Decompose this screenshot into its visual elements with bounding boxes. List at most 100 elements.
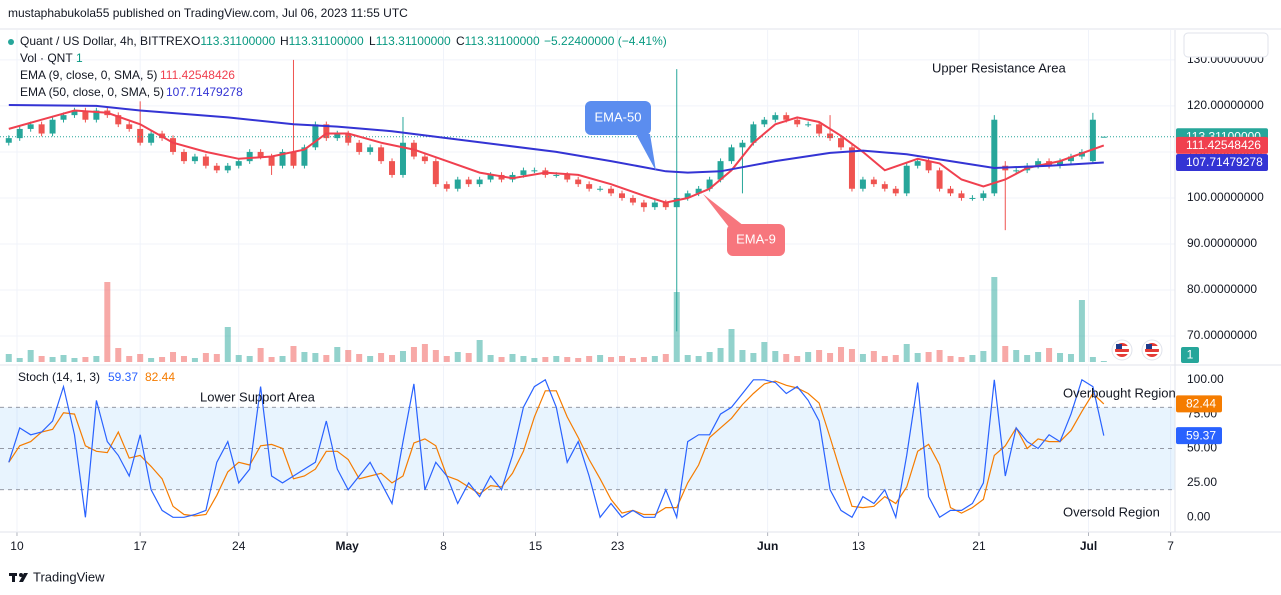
candle-body	[170, 138, 177, 152]
y-tick-label: 80.00000000	[1187, 282, 1257, 296]
flag-canton	[1146, 344, 1152, 349]
volume-bar	[925, 352, 932, 362]
candle-body	[235, 161, 242, 166]
symbol-title: Quant / US Dollar, 4h, BITTREX	[20, 34, 191, 48]
legend-ema50: EMA (50, close, 0, SMA, 5)	[20, 85, 164, 99]
candle-body	[323, 124, 330, 139]
y-tick-label: 70.00000000	[1187, 328, 1257, 342]
volume-bar	[1013, 350, 1020, 362]
candle-body	[827, 133, 834, 139]
price-box	[1176, 427, 1222, 445]
candle-body	[728, 147, 735, 162]
volume-bar	[345, 350, 352, 362]
candle-body	[673, 197, 680, 208]
lines	[0, 104, 1175, 520]
volume-bar	[82, 357, 89, 362]
x-tick-label: 23	[611, 539, 625, 553]
candle-body	[345, 133, 352, 143]
candle-body	[389, 161, 396, 175]
candle-body	[399, 142, 406, 175]
volume-bar	[848, 349, 855, 362]
candle-body	[71, 110, 78, 116]
volume-bar	[104, 282, 111, 362]
ohlc: C113.31100000	[456, 34, 540, 48]
candle-body	[531, 170, 538, 172]
volume-bar	[969, 355, 976, 362]
candle-body	[257, 151, 264, 157]
volume-bar	[728, 329, 735, 362]
candle-body	[870, 179, 877, 185]
published: mustaphabukola55 published on TradingVie…	[8, 6, 408, 20]
candle-body	[443, 184, 450, 189]
stoch-title: Stoch (14, 1, 3)	[18, 370, 100, 384]
candle-body	[969, 197, 976, 199]
stoch-tick-label: 50.00	[1187, 441, 1217, 455]
candle-body	[246, 151, 253, 162]
flag-canton	[1116, 344, 1122, 349]
candle-body	[564, 174, 571, 180]
annotation: Lower Support Area	[200, 389, 316, 404]
stoch-tick-label: 100.00	[1187, 372, 1224, 386]
volume-bar	[498, 357, 505, 362]
callout-text: EMA-9	[736, 231, 776, 246]
candle-body	[892, 188, 899, 194]
flag-stripe	[1145, 352, 1159, 354]
stoch-d-value: 82.44	[145, 370, 175, 384]
annotation: Overbought Region	[1063, 385, 1176, 400]
annotation: Oversold Region	[1063, 504, 1160, 519]
volume-bar	[684, 355, 691, 362]
candle-body	[640, 202, 647, 208]
callout-ema9: EMA-9	[703, 194, 785, 256]
callout-text: EMA-50	[595, 109, 642, 124]
volume-bar	[597, 355, 604, 362]
status-dot	[8, 39, 14, 45]
volume-bar	[334, 347, 341, 362]
candle-body	[706, 179, 713, 189]
candle-body	[213, 165, 220, 171]
candle-body	[115, 115, 122, 125]
event-flags[interactable]	[1111, 339, 1163, 361]
price-box	[1176, 395, 1222, 413]
volume-bar	[1057, 353, 1064, 362]
volume-bar	[827, 353, 834, 362]
candle-body	[936, 170, 943, 189]
candle-body	[16, 128, 23, 139]
stoch-tick-label: 0.00	[1187, 509, 1211, 523]
volume-bar	[1035, 352, 1042, 362]
volume-bar	[49, 357, 56, 362]
candle-body	[947, 188, 954, 194]
volume-bar	[16, 358, 23, 362]
legend-ema50-value: 107.71479278	[166, 85, 243, 99]
candle-body	[465, 179, 472, 185]
y-tick-label: 90.00000000	[1187, 236, 1257, 250]
x-tick-label: 13	[852, 539, 866, 553]
candle-body	[82, 110, 89, 120]
candle-body	[356, 142, 363, 152]
volume-bar	[761, 342, 768, 362]
volume-bar	[903, 344, 910, 362]
volume-bar	[356, 354, 363, 362]
candle-body	[881, 184, 888, 189]
y-tick-label: 100.00000000	[1187, 190, 1264, 204]
ohlc-value: 113.31100000	[376, 34, 451, 48]
x-tick-label: 7	[1167, 539, 1174, 553]
volume-bar	[224, 327, 231, 362]
candle-body	[1067, 156, 1074, 162]
callout-box	[585, 101, 651, 135]
candle-body	[1035, 161, 1042, 166]
volume-box	[1181, 347, 1199, 363]
candle-body	[38, 124, 45, 134]
volume-bar	[290, 346, 297, 362]
toolbar-box[interactable]	[1183, 32, 1269, 58]
candle-body	[1057, 161, 1064, 166]
volume-bar	[180, 356, 187, 362]
legend-ema9: EMA (9, close, 0, SMA, 5)	[20, 68, 157, 82]
volume-bar	[991, 277, 998, 362]
price-box-label: 111.42548426	[1186, 138, 1261, 152]
volume-bar	[487, 355, 494, 362]
volume-bar	[914, 353, 921, 362]
volume-bar	[1002, 346, 1009, 362]
candle-body	[761, 119, 768, 125]
candle-body	[859, 179, 866, 189]
candle-body	[783, 115, 790, 120]
